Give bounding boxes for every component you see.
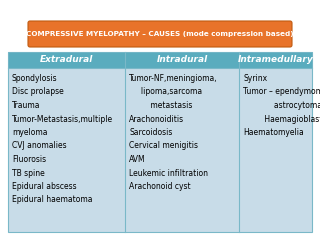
- Text: Intramedullary: Intramedullary: [238, 55, 313, 65]
- Text: Haematomyelia: Haematomyelia: [243, 128, 304, 137]
- Text: COMPRESSIVE MYELOPATHY – CAUSES (mode compression based): COMPRESSIVE MYELOPATHY – CAUSES (mode co…: [26, 31, 294, 37]
- Text: AVM: AVM: [129, 155, 146, 164]
- Text: Extradural: Extradural: [40, 55, 93, 65]
- Text: Arachonoiditis: Arachonoiditis: [129, 114, 184, 124]
- Text: Tumor – ependymoma: Tumor – ependymoma: [243, 88, 320, 96]
- Text: lipoma,sarcoma: lipoma,sarcoma: [129, 88, 202, 96]
- Text: Tumor-Metastasis,multiple: Tumor-Metastasis,multiple: [12, 114, 113, 124]
- Text: Epidural haematoma: Epidural haematoma: [12, 196, 92, 204]
- Text: Cervical menigitis: Cervical menigitis: [129, 142, 198, 150]
- Text: metastasis: metastasis: [129, 101, 192, 110]
- Text: Tumor-NF,meningioma,: Tumor-NF,meningioma,: [129, 74, 218, 83]
- Text: Syrinx: Syrinx: [243, 74, 267, 83]
- Text: Trauma: Trauma: [12, 101, 41, 110]
- FancyBboxPatch shape: [8, 52, 125, 68]
- Text: Arachonoid cyst: Arachonoid cyst: [129, 182, 191, 191]
- Text: Spondylosis: Spondylosis: [12, 74, 58, 83]
- Text: TB spine: TB spine: [12, 168, 45, 178]
- Text: Intradural: Intradural: [156, 55, 208, 65]
- Text: CVJ anomalies: CVJ anomalies: [12, 142, 67, 150]
- FancyBboxPatch shape: [239, 52, 312, 68]
- Text: Sarcoidosis: Sarcoidosis: [129, 128, 172, 137]
- Text: Haemagioblastoma: Haemagioblastoma: [243, 114, 320, 124]
- Text: Fluorosis: Fluorosis: [12, 155, 46, 164]
- Text: myeloma: myeloma: [12, 128, 47, 137]
- FancyBboxPatch shape: [125, 52, 239, 68]
- Text: Disc prolapse: Disc prolapse: [12, 88, 64, 96]
- FancyBboxPatch shape: [8, 52, 312, 232]
- FancyBboxPatch shape: [28, 21, 292, 47]
- Text: Leukemic infiltration: Leukemic infiltration: [129, 168, 208, 178]
- Text: Epidural abscess: Epidural abscess: [12, 182, 76, 191]
- Text: astrocytoma: astrocytoma: [243, 101, 320, 110]
